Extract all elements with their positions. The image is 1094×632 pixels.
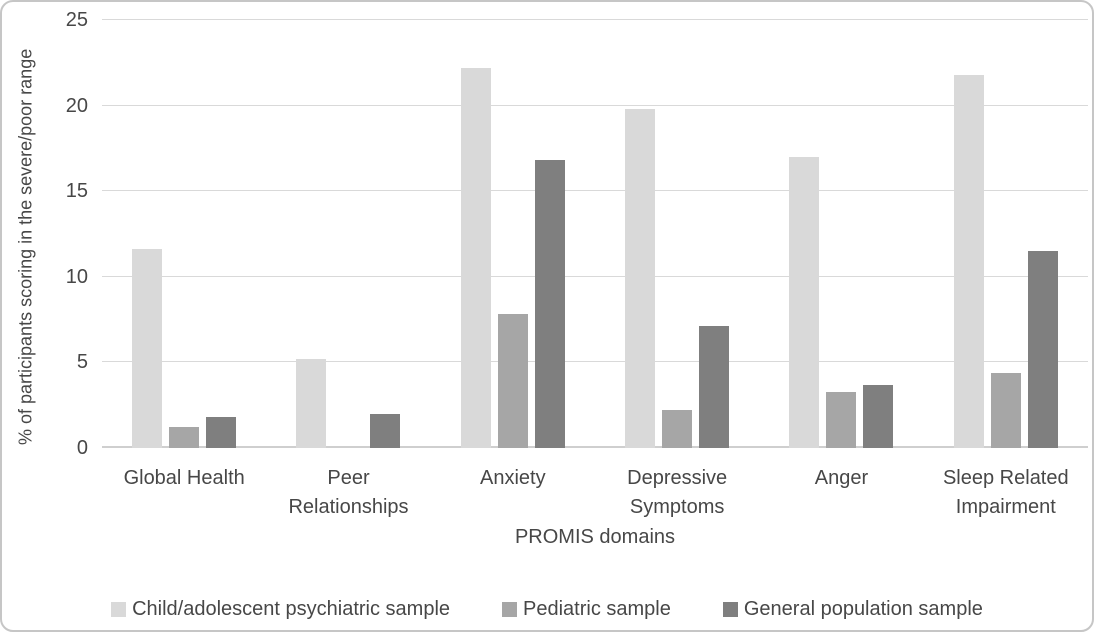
x-category-label-text-5: Sleep Related Impairment [942, 467, 1069, 518]
gridline-15 [102, 190, 1088, 192]
gridline-5 [102, 361, 1088, 363]
legend-item-1: Pediatric sample [502, 598, 671, 621]
bar-series-2-cat-2 [534, 160, 565, 448]
legend-label: General population sample [743, 598, 983, 620]
x-category-label-text-1: Peer Relationships [288, 467, 409, 518]
gridline-20 [102, 104, 1088, 106]
x-category-label-5: Sleep Related Impairment [924, 464, 1088, 522]
y-tick-label-15: 15 [65, 180, 88, 203]
bar-group-2 [431, 20, 595, 448]
bar-series-2-cat-0 [206, 417, 237, 448]
x-category-label-4: Anger [759, 464, 923, 522]
bar-series-1-cat-3 [662, 410, 693, 448]
y-axis-title: % of participants scoring in the severe/… [15, 48, 36, 446]
bar-series-0-cat-3 [625, 109, 656, 448]
bar-series-1-cat-4 [826, 391, 857, 448]
legend-item-0: Child/adolescent psychiatric sample [111, 598, 450, 621]
legend-swatch-icon [722, 602, 738, 617]
x-axis-line [102, 446, 1088, 448]
bar-series-1-cat-0 [169, 427, 200, 448]
bar-series-0-cat-0 [132, 249, 163, 448]
x-category-label-2: Anxiety [431, 464, 595, 522]
bar-group-1 [266, 20, 430, 448]
x-category-label-text-0: Global Health [123, 467, 245, 489]
x-category-label-3: Depressive Symptoms [595, 464, 759, 522]
bar-series-2-cat-4 [863, 384, 894, 448]
bar-series-1-cat-5 [990, 372, 1021, 448]
bar-series-2-cat-5 [1027, 251, 1058, 448]
bar-series-0-cat-5 [953, 74, 984, 448]
y-tick-label-25: 25 [65, 9, 88, 31]
x-axis-title: PROMIS domains [514, 526, 676, 548]
x-category-label-0: Global Health [102, 464, 266, 522]
gridline-10 [102, 275, 1088, 277]
x-category-label-text-2: Anxiety [480, 467, 546, 489]
legend-label: Pediatric sample [523, 598, 671, 620]
y-tick-label-20: 20 [65, 94, 88, 117]
x-category-label-text-4: Anger [814, 467, 869, 489]
bar-series-2-cat-1 [370, 413, 401, 448]
bar-group-4 [759, 20, 923, 448]
bar-series-0-cat-2 [460, 67, 491, 448]
bar-series-0-cat-1 [296, 358, 327, 448]
legend-swatch-icon [502, 602, 518, 617]
bar-group-5 [924, 20, 1088, 448]
plot-area: 0 5 10 15 20 25 [66, 10, 1088, 458]
x-category-label-text-3: Depressive Symptoms [627, 467, 728, 518]
gridline-25 [102, 19, 1088, 20]
y-tick-label-0: 0 [76, 437, 88, 459]
legend-label: Child/adolescent psychiatric sample [132, 598, 451, 620]
bar-group-0 [102, 20, 266, 448]
legend-item-2: General population sample [722, 598, 983, 621]
chart-legend: Child/adolescent psychiatric sample Pedia… [2, 598, 1092, 621]
bar-group-3 [595, 20, 759, 448]
bar-series-1-cat-2 [497, 314, 528, 448]
x-axis-category-labels: Global Health Peer Relationships Anxiety De… [102, 464, 1088, 522]
x-category-label-1: Peer Relationships [266, 464, 430, 522]
y-tick-label-5: 5 [76, 351, 88, 374]
bar-series-2-cat-3 [699, 326, 730, 448]
bar-groups [102, 20, 1088, 448]
y-tick-label-10: 10 [65, 265, 88, 288]
bar-series-0-cat-4 [789, 156, 820, 448]
legend-swatch-icon [111, 602, 127, 617]
